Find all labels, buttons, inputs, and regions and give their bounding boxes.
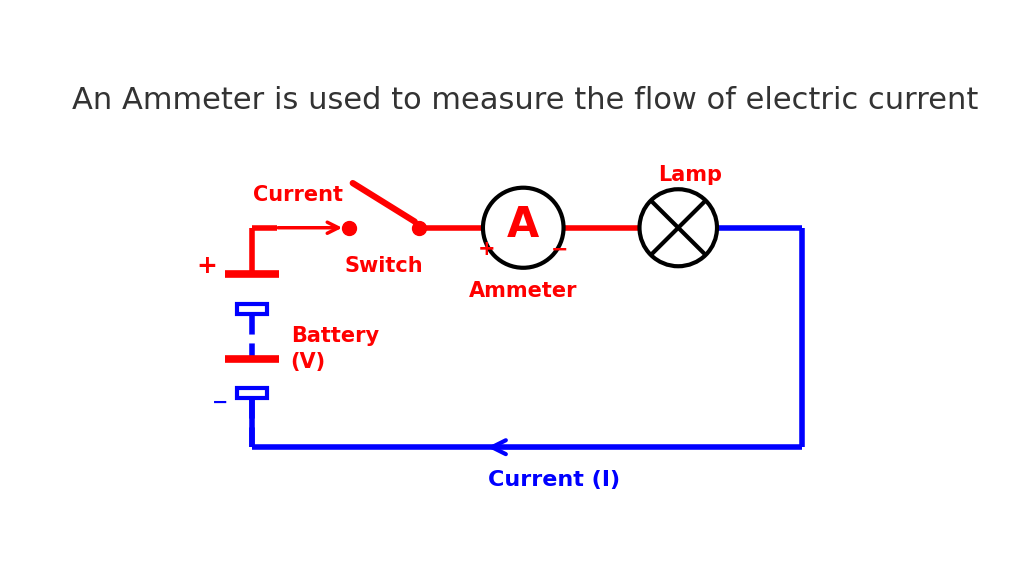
- Circle shape: [640, 190, 717, 266]
- Text: +: +: [197, 254, 217, 278]
- Circle shape: [483, 188, 563, 268]
- Text: Switch: Switch: [344, 256, 423, 276]
- Text: Battery: Battery: [291, 325, 379, 346]
- Text: An Ammeter is used to measure the flow of electric current: An Ammeter is used to measure the flow o…: [72, 86, 978, 115]
- Text: +: +: [478, 239, 496, 259]
- Text: Current (I): Current (I): [488, 470, 621, 490]
- Bar: [238, 304, 266, 313]
- Text: Ammeter: Ammeter: [469, 281, 578, 301]
- Text: −: −: [551, 239, 568, 259]
- Text: (V): (V): [291, 353, 326, 373]
- Bar: [238, 388, 266, 398]
- Text: −: −: [212, 393, 228, 412]
- Text: A: A: [507, 204, 540, 245]
- Text: Current: Current: [254, 185, 343, 206]
- Text: Lamp: Lamp: [657, 165, 722, 185]
